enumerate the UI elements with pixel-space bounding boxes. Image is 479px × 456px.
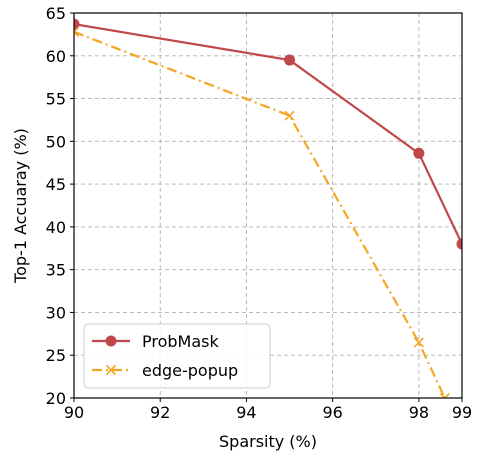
data-point xyxy=(413,147,425,159)
y-tick-label: 60 xyxy=(46,47,66,66)
legend-item: edge-popup xyxy=(92,361,238,380)
legend-item: ProbMask xyxy=(92,332,219,351)
series-line xyxy=(74,23,462,245)
x-tick-label: 99 xyxy=(452,403,472,422)
data-point xyxy=(413,337,424,348)
legend-box xyxy=(83,323,271,389)
y-tick-label: 40 xyxy=(46,218,66,237)
y-tick-label: 30 xyxy=(46,303,66,322)
series-layer xyxy=(74,18,462,398)
x-tick-label: 96 xyxy=(322,403,342,422)
marker-stroke xyxy=(105,364,117,376)
data-point xyxy=(456,238,462,250)
x-axis-label: Sparsity (%) xyxy=(219,432,317,451)
marker-stroke xyxy=(439,392,446,398)
marker-stroke xyxy=(74,26,80,33)
data-point xyxy=(74,26,80,37)
y-axis-label: Top-1 Accuaray (%) xyxy=(11,128,30,284)
data-point xyxy=(439,392,450,398)
series-line xyxy=(74,30,446,398)
x-tick-label: 94 xyxy=(236,403,256,422)
y-tick-label: 25 xyxy=(46,346,66,365)
legend-label: ProbMask xyxy=(142,332,219,351)
legend: ProbMask edge-popup xyxy=(83,323,271,389)
y-tick-label: 20 xyxy=(46,389,66,408)
marker-stroke xyxy=(443,392,450,398)
y-tick-label: 45 xyxy=(46,175,66,194)
data-point xyxy=(284,54,296,66)
x-tick-label: 92 xyxy=(150,403,170,422)
marker-stroke xyxy=(74,30,80,37)
series-0 xyxy=(74,18,462,250)
y-tick-label: 55 xyxy=(46,90,66,109)
legend-marker xyxy=(105,335,117,347)
marker-stroke xyxy=(284,110,295,121)
x-tick-label: 90 xyxy=(64,403,84,422)
y-tick-label: 35 xyxy=(46,261,66,280)
series-1 xyxy=(74,26,450,398)
legend-label: edge-popup xyxy=(142,361,238,380)
y-tick-label: 65 xyxy=(46,4,66,23)
x-tick-label: 98 xyxy=(409,403,429,422)
data-point xyxy=(74,18,80,30)
y-tick-label: 50 xyxy=(46,132,66,151)
legend-marker xyxy=(105,364,117,376)
tick-layer: 90 92 94 96 98 99 20 25 30 35 40 45 50 55 60 65 xyxy=(46,4,473,422)
data-point xyxy=(284,110,295,121)
plot-frame xyxy=(73,12,463,399)
marker-stroke xyxy=(413,337,424,348)
